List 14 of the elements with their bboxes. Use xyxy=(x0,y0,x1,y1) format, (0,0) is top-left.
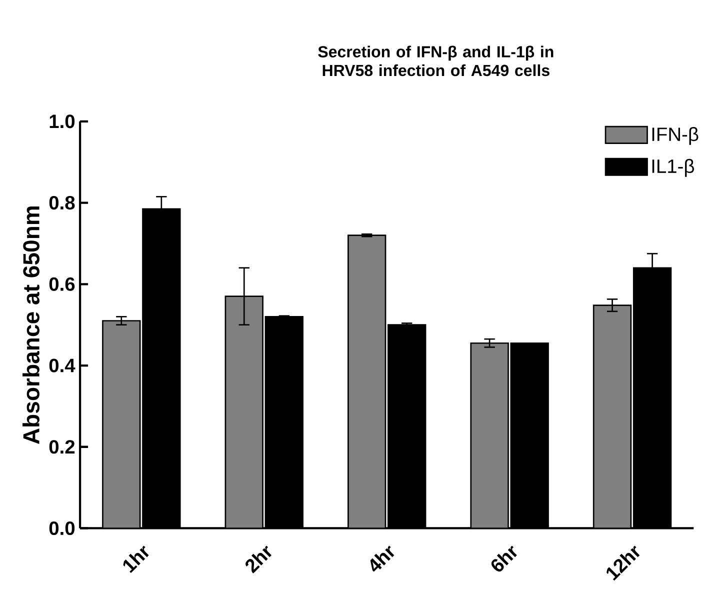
y-tick-label: 0.0 xyxy=(49,521,75,535)
y-axis-title: Absorbance at 650nm xyxy=(22,206,40,444)
chart-title: Secretion of IFN-β and IL-1β in HRV58 infection of A549 cells xyxy=(318,46,554,76)
legend-label: IFN-β xyxy=(652,126,698,145)
y-tick-label: 1.0 xyxy=(50,114,75,128)
x-tick-label: 6hr xyxy=(491,546,517,572)
y-tick-label: 0.2 xyxy=(49,440,75,454)
y-tick-label: 0.4 xyxy=(49,358,76,372)
legend-label: IL1-β xyxy=(652,158,694,177)
x-tick-label: 4hr xyxy=(370,546,394,572)
x-tick-label: 2hr xyxy=(246,546,272,574)
y-tick-label: 0.8 xyxy=(49,196,75,210)
x-tick-label: 1hr xyxy=(123,546,149,573)
y-tick-label: 0.6 xyxy=(49,277,75,291)
